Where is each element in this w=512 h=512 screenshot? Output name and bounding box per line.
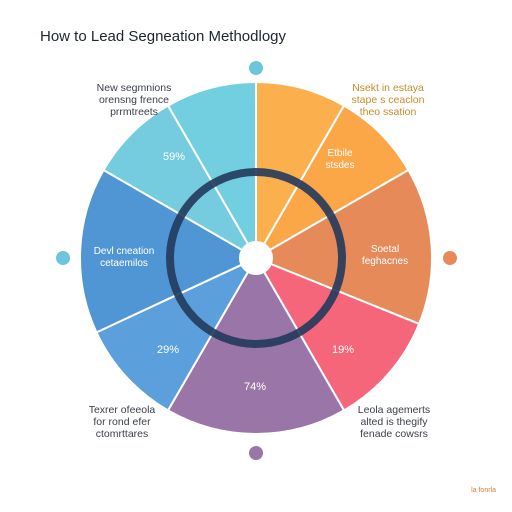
top-dot [249, 61, 263, 75]
page-title: How to Lead Segneation Methodlogy [40, 28, 287, 45]
wheel-segment-label: 59% [163, 151, 185, 163]
left-dot [56, 251, 70, 265]
outer-label-line: fenade cowsrs [360, 428, 428, 440]
wheel-segment-labels: Etbile stsdes Soetal feghacnes 19% 74% 29% Devl… [94, 148, 408, 393]
wheel-segment-label: Soetal feghacnes [362, 244, 408, 267]
outer-label-bottom-left: Texrer ofeeola for rond efer ctomrttares [74, 404, 170, 440]
wheel-segment-label: Etbile stsdes [326, 148, 355, 171]
outer-label-top-right: Nsekt in estaya stape s ceaclon theo ssa… [340, 82, 436, 118]
wheel-segment [102, 104, 259, 261]
wheel-segment [255, 80, 346, 262]
outer-label-line: ctomrttares [95, 428, 149, 440]
wheel-segment [253, 255, 421, 412]
wheel-segment [95, 255, 259, 412]
footnote: la fonrla [471, 487, 496, 494]
outer-label-line: for rond efer [93, 416, 151, 428]
wheel-segment-label: 19% [332, 344, 354, 356]
outer-label-line: prrmtreets [110, 106, 158, 118]
wheel-segment-label: 74% [244, 381, 266, 393]
bottom-dot [249, 446, 263, 460]
outer-label-line: Leola agemerts [357, 404, 431, 416]
center-hole [239, 241, 273, 275]
wheel-segment [166, 80, 257, 262]
outer-label-bottom-right: Leola agemerts alted is thegify fenade c… [346, 404, 442, 440]
outer-label-line: Texrer ofeeola [88, 404, 156, 416]
inner-ring [166, 168, 346, 348]
outer-label-line: theo ssation [359, 106, 417, 118]
wheel-segment-label: 29% [157, 344, 179, 356]
outer-label-top-left: New segmnions orensng frence prrmtreets [86, 82, 182, 118]
outer-label-line: Nsekt in estaya [352, 82, 424, 94]
outer-label-line: stape s ceaclon [351, 94, 425, 106]
right-dot [443, 251, 457, 265]
outer-label-line: alted is thegify [360, 416, 428, 428]
wheel-segment-label: Devl cneation cetaemilos [94, 246, 155, 269]
outer-label-line: orensng frence [98, 94, 170, 106]
wheel-segment [253, 104, 410, 261]
outer-label-line: New segmnions [96, 82, 172, 94]
